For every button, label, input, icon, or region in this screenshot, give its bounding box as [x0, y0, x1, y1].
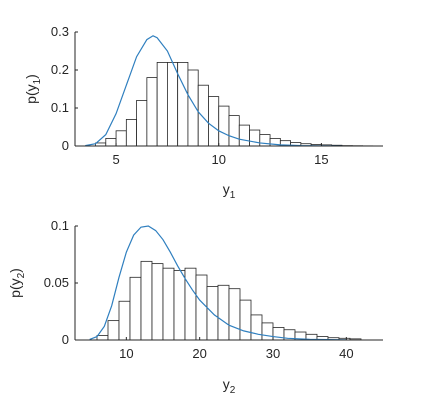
histogram-bar [118, 300, 131, 341]
y-axis-label: p(y2) [7, 268, 27, 298]
x-tick-label: 30 [266, 346, 280, 361]
histogram-bar [238, 124, 250, 147]
axes [74, 225, 383, 341]
histogram-bar [249, 129, 261, 147]
histogram-bar [177, 62, 189, 147]
x-tick-label: 5 [112, 152, 119, 167]
histogram-bar [218, 105, 230, 147]
histogram-bar [187, 69, 199, 147]
x-axis-label: y1 [223, 181, 236, 201]
x-tick-label: 20 [192, 346, 206, 361]
histogram-bar [195, 274, 208, 341]
histogram-bar [151, 263, 164, 341]
histogram-panel-y1: 5 10 15 0 0.1 0.2 0.3 y1 p(y1) [23, 24, 383, 201]
histogram-bar [197, 84, 209, 147]
histogram-bar [184, 267, 197, 341]
histogram-bar [136, 100, 148, 147]
axes [74, 31, 383, 147]
histogram-bar [107, 320, 120, 341]
y-tick-label: 0.1 [51, 100, 69, 115]
tick-labels: 10 20 30 40 0 0.05 0.1 [44, 218, 354, 361]
y-axis-label: p(y1) [23, 74, 43, 104]
y-tick-label: 0 [62, 138, 69, 153]
histogram-panel-y2: 10 20 30 40 0 0.05 0.1 y2 p(y2) [7, 218, 383, 396]
y-tick-label: 0.3 [51, 24, 69, 39]
histogram-bar [239, 299, 252, 341]
histogram-bar [250, 314, 263, 341]
histogram-bar [162, 267, 175, 341]
histogram-bar [217, 284, 230, 341]
histogram-bar [96, 335, 109, 341]
y-tick-label: 0.1 [51, 218, 69, 233]
tick-labels: 5 10 15 0 0.1 0.2 0.3 [51, 24, 329, 167]
histogram-bar [146, 77, 158, 147]
histogram-bar [261, 322, 274, 341]
histogram-bar [156, 62, 168, 147]
histogram-bar [208, 96, 220, 147]
x-tick-label: 10 [211, 152, 225, 167]
histogram-bars [96, 260, 362, 341]
histogram-bar [129, 276, 142, 341]
histogram-bar [140, 260, 153, 341]
x-tick-label: 10 [119, 346, 133, 361]
x-tick-label: 15 [314, 152, 328, 167]
x-axis-label: y2 [223, 376, 236, 396]
y-tick-label: 0.2 [51, 62, 69, 77]
histogram-bars [95, 62, 374, 147]
histogram-bar [228, 115, 240, 147]
histogram-bar [228, 288, 241, 341]
histogram-bar [166, 62, 179, 147]
histogram-bar [125, 119, 138, 147]
density-curve [85, 35, 342, 147]
histogram-bar [173, 270, 186, 341]
y-tick-label: 0 [62, 332, 69, 347]
x-tick-label: 40 [339, 346, 353, 361]
density-curve [89, 225, 347, 341]
y-tick-label: 0.05 [44, 275, 69, 290]
histogram-bar [115, 130, 127, 147]
histogram-bar [105, 137, 117, 147]
